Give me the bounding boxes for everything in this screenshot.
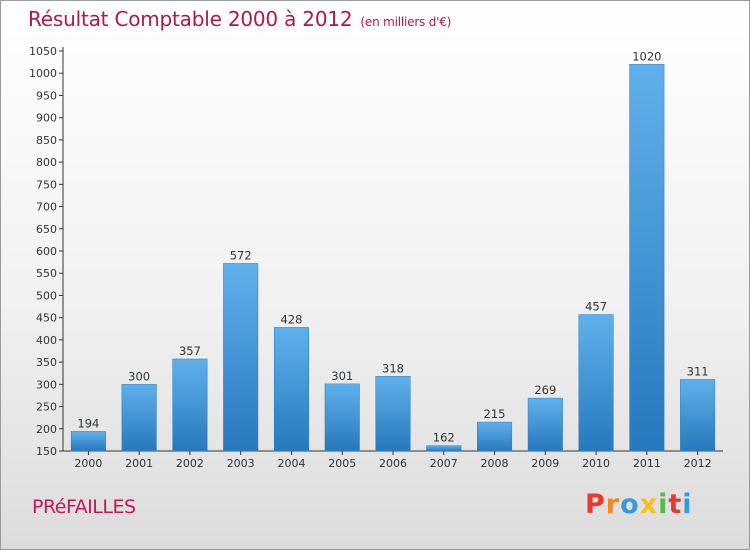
- logo-letter: o: [620, 489, 640, 520]
- bar-2002[interactable]: [172, 358, 208, 452]
- chart-data-labels: 194 300 357 572 428 301 318 162 215 269 457 1020 311: [77, 49, 708, 444]
- x-tick-label-2005: 2005: [328, 457, 356, 470]
- data-label-2006: 318: [382, 361, 404, 375]
- y-tick-label: 800: [36, 156, 57, 169]
- x-tick-label-2006: 2006: [379, 457, 407, 470]
- chart-title-text: Résultat Comptable 2000 à 2012: [28, 7, 353, 31]
- x-tick-label-2004: 2004: [277, 457, 305, 470]
- data-label-2011: 1020: [632, 49, 661, 63]
- logo-letter: P: [585, 489, 606, 520]
- bar-2008[interactable]: [477, 421, 513, 452]
- y-tick-label: 500: [36, 289, 57, 302]
- y-tick-label: 250: [36, 401, 57, 414]
- y-tick-label: 350: [36, 356, 57, 369]
- logo-letter: t: [668, 489, 683, 520]
- x-tick-label-2008: 2008: [481, 457, 509, 470]
- y-tick-label: 600: [36, 245, 57, 258]
- data-label-2004: 428: [280, 312, 302, 326]
- bar-2000[interactable]: [70, 431, 106, 452]
- y-tick-label: 950: [36, 89, 57, 102]
- y-tick-label: 650: [36, 223, 57, 236]
- y-tick-label: 700: [36, 201, 57, 214]
- bar-2006[interactable]: [375, 376, 411, 452]
- y-tick-label: 750: [36, 178, 57, 191]
- y-tick-label: 450: [36, 312, 57, 325]
- x-tick-label-2010: 2010: [582, 457, 610, 470]
- data-label-2007: 162: [433, 431, 455, 445]
- x-tick-label-2000: 2000: [74, 457, 102, 470]
- logo-letter: x: [639, 489, 659, 520]
- y-tick-label: 150: [36, 445, 57, 458]
- bar-2012[interactable]: [680, 379, 716, 452]
- y-tick-label: 300: [36, 378, 57, 391]
- y-tick-label: 900: [36, 112, 57, 125]
- bar-2004[interactable]: [273, 327, 309, 452]
- x-tick-label-2002: 2002: [176, 457, 204, 470]
- logo-letter: i: [658, 489, 669, 520]
- y-tick-label: 1050: [29, 45, 57, 58]
- y-tick-label: 550: [36, 267, 57, 280]
- x-tick-label-2012: 2012: [684, 457, 712, 470]
- x-tick-label-2003: 2003: [227, 457, 255, 470]
- data-label-2005: 301: [331, 369, 353, 383]
- data-label-2008: 215: [484, 407, 506, 421]
- bar-2010[interactable]: [578, 314, 614, 452]
- logo-letter: i: [682, 489, 693, 520]
- bar-2011[interactable]: [629, 64, 665, 452]
- data-label-2003: 572: [230, 248, 252, 262]
- x-tick-label-2009: 2009: [531, 457, 559, 470]
- data-label-2001: 300: [128, 369, 150, 383]
- bar-2009[interactable]: [527, 397, 563, 452]
- y-tick-label: 850: [36, 134, 57, 147]
- bar-2003[interactable]: [223, 263, 259, 452]
- commune-name: PRéFAILLES: [32, 496, 136, 518]
- chart-subtitle: (en milliers d'€): [360, 15, 452, 29]
- data-label-2009: 269: [534, 383, 556, 397]
- data-label-2012: 311: [687, 364, 709, 378]
- chart-title: Résultat Comptable 2000 à 2012 (en millie…: [28, 7, 451, 31]
- data-label-2000: 194: [77, 416, 99, 430]
- data-label-2010: 457: [585, 300, 607, 314]
- bar-2007[interactable]: [426, 445, 462, 452]
- bar-2005[interactable]: [324, 383, 360, 452]
- logo-letter: r: [605, 489, 621, 520]
- y-tick-label: 1000: [29, 67, 57, 80]
- x-tick-label-2007: 2007: [430, 457, 458, 470]
- y-tick-label: 400: [36, 334, 57, 347]
- bar-2001[interactable]: [121, 384, 157, 452]
- x-tick-label-2001: 2001: [125, 457, 153, 470]
- chart-axes: 150 200 250 300 350 400 450 500 550 600 650 700 750 8…: [29, 45, 723, 470]
- y-tick-label: 200: [36, 423, 57, 436]
- chart-bars: [70, 64, 716, 452]
- data-label-2002: 357: [179, 344, 201, 358]
- x-tick-label-2011: 2011: [633, 457, 661, 470]
- proxiti-logo[interactable]: Proxiti: [585, 489, 693, 520]
